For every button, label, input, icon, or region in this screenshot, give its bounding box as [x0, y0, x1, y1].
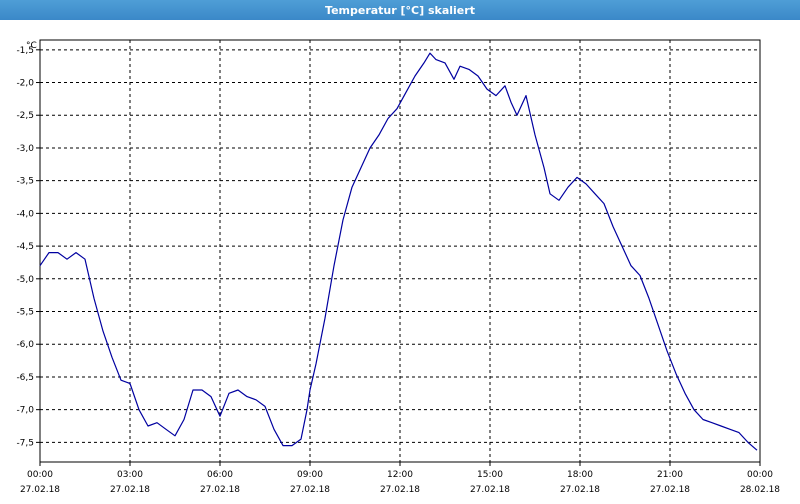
x-tick-label-time: 18:00 [567, 470, 593, 480]
y-tick-label: -4,0 [16, 209, 34, 219]
y-tick-label: -2,0 [16, 79, 34, 89]
x-tick-label-time: 15:00 [477, 470, 503, 480]
y-tick-label: -6,0 [16, 340, 34, 350]
y-tick-label: -5,5 [16, 308, 34, 318]
x-tick-label-date: 27.02.18 [200, 485, 240, 495]
x-tick-label-date: 27.02.18 [110, 485, 150, 495]
y-tick-label: -1,5 [16, 46, 34, 56]
y-tick-label: -7,5 [16, 438, 34, 448]
x-tick-label-date: 27.02.18 [20, 485, 60, 495]
y-tick-label: -2,5 [16, 111, 34, 121]
x-tick-label-time: 06:00 [207, 470, 233, 480]
x-tick-label-date: 27.02.18 [380, 485, 420, 495]
chart-title-bar: Temperatur [°C] skaliert [0, 0, 800, 20]
y-axis-unit-label: °C [26, 41, 37, 51]
x-tick-label-date: 27.02.18 [650, 485, 690, 495]
chart-area: °C -1,5 -2,0 -2,5 -3,0 -3,5 -4,0 -4,5 -5,0 -5,5 -… [0, 20, 800, 500]
x-tick-label-time: 03:00 [117, 470, 143, 480]
chart-title: Temperatur [°C] skaliert [325, 3, 475, 17]
x-tick-label-time: 21:00 [657, 470, 683, 480]
x-tick-label-date: 27.02.18 [290, 485, 330, 495]
temperature-chart: °C -1,5 -2,0 -2,5 -3,0 -3,5 -4,0 -4,5 -5,0 -5,5 -… [16, 39, 780, 495]
y-tick-label: -4,5 [16, 242, 34, 252]
y-tick-label: -5,0 [16, 275, 34, 285]
plot-frame [39, 39, 761, 463]
y-tick-label: -3,0 [16, 144, 34, 154]
y-tick-label: -7,0 [16, 406, 34, 416]
x-tick-label-date: 28.02.18 [740, 485, 780, 495]
y-tick-label: -6,5 [16, 373, 34, 383]
x-tick-label-time: 00:00 [27, 470, 53, 480]
x-tick-label-date: 27.02.18 [560, 485, 600, 495]
y-tick-label: -3,5 [16, 177, 34, 187]
x-tick-label-date: 27.02.18 [470, 485, 510, 495]
x-tick-label-time: 12:00 [387, 470, 413, 480]
x-tick-label-time: 00:00 [747, 470, 773, 480]
temperature-series-line [39, 52, 758, 451]
x-tick-label-time: 09:00 [297, 470, 323, 480]
